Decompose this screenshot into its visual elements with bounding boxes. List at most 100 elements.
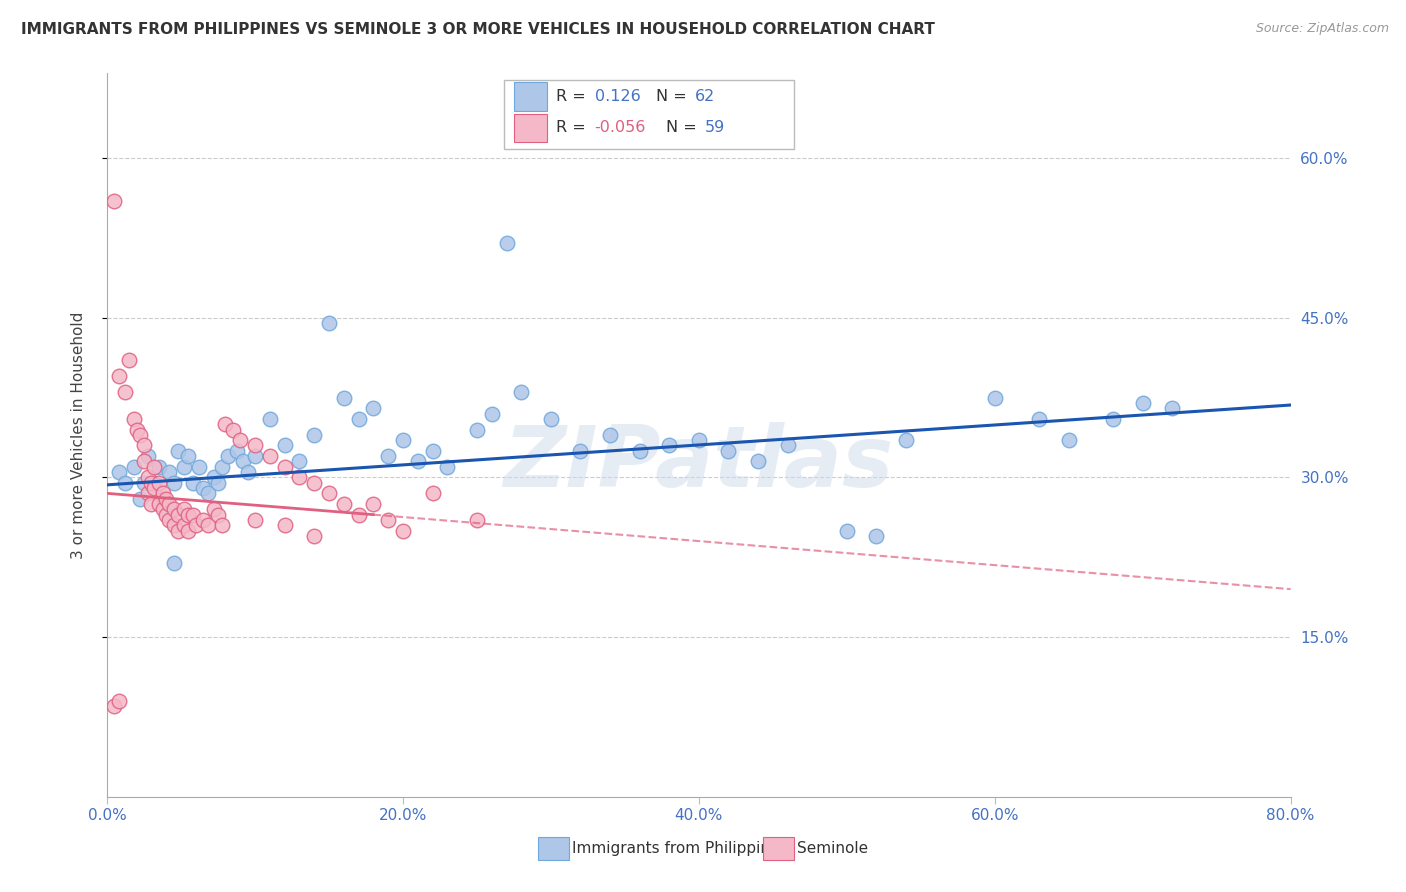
Point <box>207 475 229 490</box>
Point <box>347 412 370 426</box>
FancyBboxPatch shape <box>515 82 547 112</box>
FancyBboxPatch shape <box>515 113 547 143</box>
Point <box>318 486 340 500</box>
Point <box>108 694 131 708</box>
Text: Immigrants from Philippines: Immigrants from Philippines <box>572 841 787 855</box>
Point <box>118 353 141 368</box>
FancyBboxPatch shape <box>503 80 793 149</box>
Point <box>155 491 177 506</box>
Point <box>422 443 444 458</box>
Point <box>406 454 429 468</box>
Text: R =: R = <box>555 89 585 104</box>
Point <box>148 459 170 474</box>
Point <box>173 502 195 516</box>
Point <box>259 449 281 463</box>
Point <box>835 524 858 538</box>
Text: N =: N = <box>657 89 688 104</box>
Point <box>236 465 259 479</box>
Point <box>273 459 295 474</box>
Point <box>157 497 180 511</box>
Point <box>211 518 233 533</box>
Point <box>128 427 150 442</box>
Point <box>141 475 163 490</box>
Point <box>465 513 488 527</box>
Point <box>157 465 180 479</box>
Point <box>363 497 385 511</box>
Point <box>141 497 163 511</box>
Point <box>202 502 225 516</box>
Point <box>163 475 186 490</box>
Point <box>173 459 195 474</box>
Text: -0.056: -0.056 <box>595 120 647 136</box>
Point <box>173 518 195 533</box>
Point <box>143 481 166 495</box>
Point <box>599 427 621 442</box>
Point <box>193 481 215 495</box>
Point <box>167 524 190 538</box>
Point <box>540 412 562 426</box>
Point <box>865 529 887 543</box>
Point <box>214 417 236 432</box>
Point <box>465 423 488 437</box>
Point <box>155 508 177 522</box>
Point <box>1102 412 1125 426</box>
Point <box>392 524 415 538</box>
Point <box>177 524 200 538</box>
Point <box>132 438 155 452</box>
Point <box>143 459 166 474</box>
Point <box>202 470 225 484</box>
Point <box>377 449 399 463</box>
Text: ZIPatlas: ZIPatlas <box>503 422 894 505</box>
Point <box>138 449 160 463</box>
Point <box>1132 396 1154 410</box>
Point <box>717 443 740 458</box>
Point <box>229 433 252 447</box>
Point <box>422 486 444 500</box>
Point <box>114 475 136 490</box>
Point <box>318 316 340 330</box>
Point <box>333 497 356 511</box>
Point <box>132 475 155 490</box>
Point <box>481 407 503 421</box>
Point <box>114 385 136 400</box>
Point <box>163 518 186 533</box>
Point <box>569 443 592 458</box>
Y-axis label: 3 or more Vehicles in Household: 3 or more Vehicles in Household <box>72 311 86 558</box>
Point <box>495 236 517 251</box>
Point <box>103 699 125 714</box>
Point <box>273 518 295 533</box>
Text: Source: ZipAtlas.com: Source: ZipAtlas.com <box>1256 22 1389 36</box>
Point <box>184 518 207 533</box>
Point <box>302 427 325 442</box>
Text: IMMIGRANTS FROM PHILIPPINES VS SEMINOLE 3 OR MORE VEHICLES IN HOUSEHOLD CORRELAT: IMMIGRANTS FROM PHILIPPINES VS SEMINOLE … <box>21 22 935 37</box>
Point <box>167 443 190 458</box>
Point <box>377 513 399 527</box>
Point <box>157 513 180 527</box>
Point <box>628 443 651 458</box>
Point <box>125 423 148 437</box>
Point <box>688 433 710 447</box>
Point <box>108 369 131 384</box>
Point <box>747 454 769 468</box>
Point <box>193 513 215 527</box>
Text: Seminole: Seminole <box>797 841 869 855</box>
Point <box>108 465 131 479</box>
Point <box>222 423 245 437</box>
Point <box>273 438 295 452</box>
Point <box>152 502 174 516</box>
Text: 59: 59 <box>704 120 725 136</box>
Point <box>163 556 186 570</box>
Point <box>333 391 356 405</box>
Point <box>302 475 325 490</box>
Point <box>211 459 233 474</box>
Point <box>122 412 145 426</box>
Point <box>132 454 155 468</box>
Point <box>177 449 200 463</box>
Point <box>148 497 170 511</box>
Point <box>288 454 311 468</box>
Point <box>243 449 266 463</box>
Point <box>217 449 239 463</box>
Point <box>243 438 266 452</box>
Point <box>392 433 415 447</box>
Point <box>197 518 219 533</box>
